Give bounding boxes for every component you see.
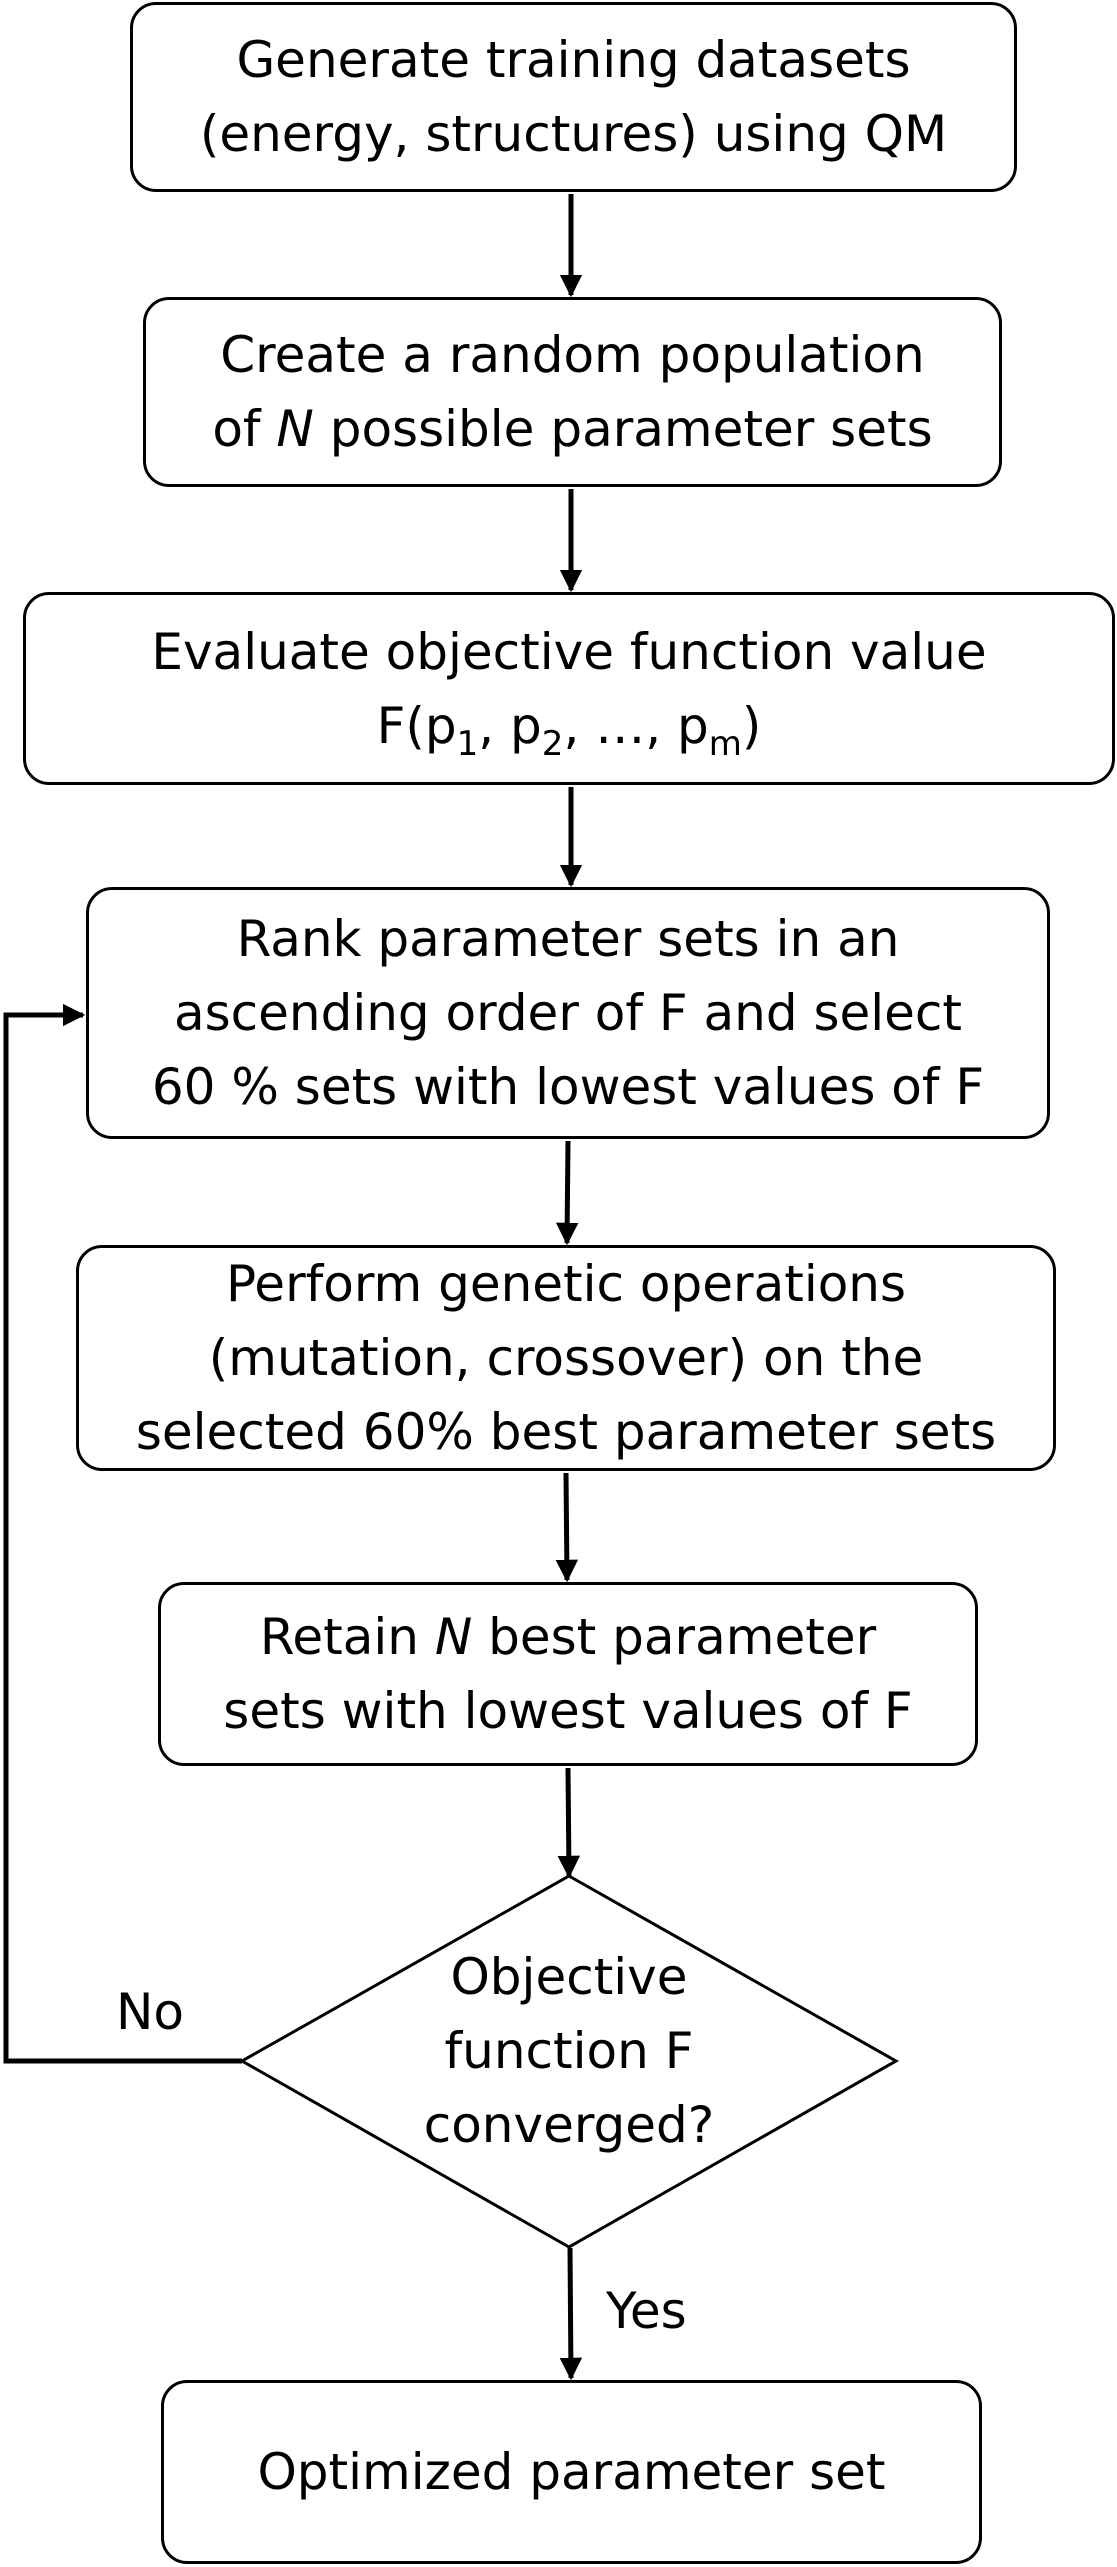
step-retain-best-sets: Retain N best parameter sets with lowest… — [158, 1582, 978, 1766]
decision-text: function F — [444, 2022, 694, 2080]
step-text: Rank parameter sets in an — [236, 910, 900, 968]
branch-label-yes: Yes — [606, 2282, 687, 2340]
step-text-after-n: possible parameter sets — [313, 400, 933, 458]
step-text: (mutation, crossover) on the — [208, 1329, 924, 1387]
arrow-genetic-to-retain — [555, 1472, 579, 1583]
step-genetic-operations: Perform genetic operations (mutation, cr… — [76, 1245, 1056, 1471]
step-text: Optimized parameter set — [257, 2443, 886, 2501]
step-text-after-n: best parameter — [472, 1608, 877, 1666]
step-text-before-n: of — [212, 400, 277, 458]
decision-text: converged? — [423, 2096, 715, 2154]
step-optimized-parameter-set: Optimized parameter set — [161, 2380, 982, 2564]
arrow-decision-to-optimized — [559, 2247, 583, 2381]
step-text: selected 60% best parameter sets — [135, 1403, 997, 1461]
step-create-population: Create a random population of N possible… — [143, 297, 1002, 487]
symbol-n: N — [434, 1608, 473, 1666]
objective-formula: F(p1, p2, …, pm) — [376, 696, 762, 764]
decision-text: Objective — [450, 1948, 688, 2006]
step-text-before-n: Retain — [259, 1608, 435, 1666]
step-text: Evaluate objective function value — [151, 622, 987, 681]
step-text: Create a random population — [220, 326, 925, 384]
step-text: sets with lowest values of F — [223, 1682, 913, 1740]
step-text: Retain N best parameter — [260, 1600, 876, 1674]
branch-label-no: No — [116, 1983, 184, 2041]
step-generate-training-datasets: Generate training datasets (energy, stru… — [130, 2, 1017, 192]
step-text: Perform genetic operations — [225, 1255, 907, 1313]
arrow-rank-to-genetic — [555, 1140, 579, 1246]
step-text: of N possible parameter sets — [212, 392, 932, 466]
step-text: Generate training datasets — [236, 31, 911, 89]
symbol-n: N — [276, 400, 314, 458]
arrow-retain-to-decision — [557, 1767, 581, 1879]
step-rank-parameter-sets: Rank parameter sets in an ascending orde… — [86, 887, 1050, 1139]
arrow-no-loop-back — [3, 1003, 242, 2064]
step-text: (energy, structures) using QM — [199, 105, 948, 163]
step-evaluate-objective: Evaluate objective function value F(p1, … — [23, 592, 1115, 785]
step-text: 60 % sets with lowest values of F — [151, 1058, 985, 1116]
step-text: ascending order of F and select — [173, 984, 963, 1042]
decision-diamond — [238, 1874, 900, 2249]
decision-convergence-text: Objective function F converged? — [242, 1940, 896, 2162]
